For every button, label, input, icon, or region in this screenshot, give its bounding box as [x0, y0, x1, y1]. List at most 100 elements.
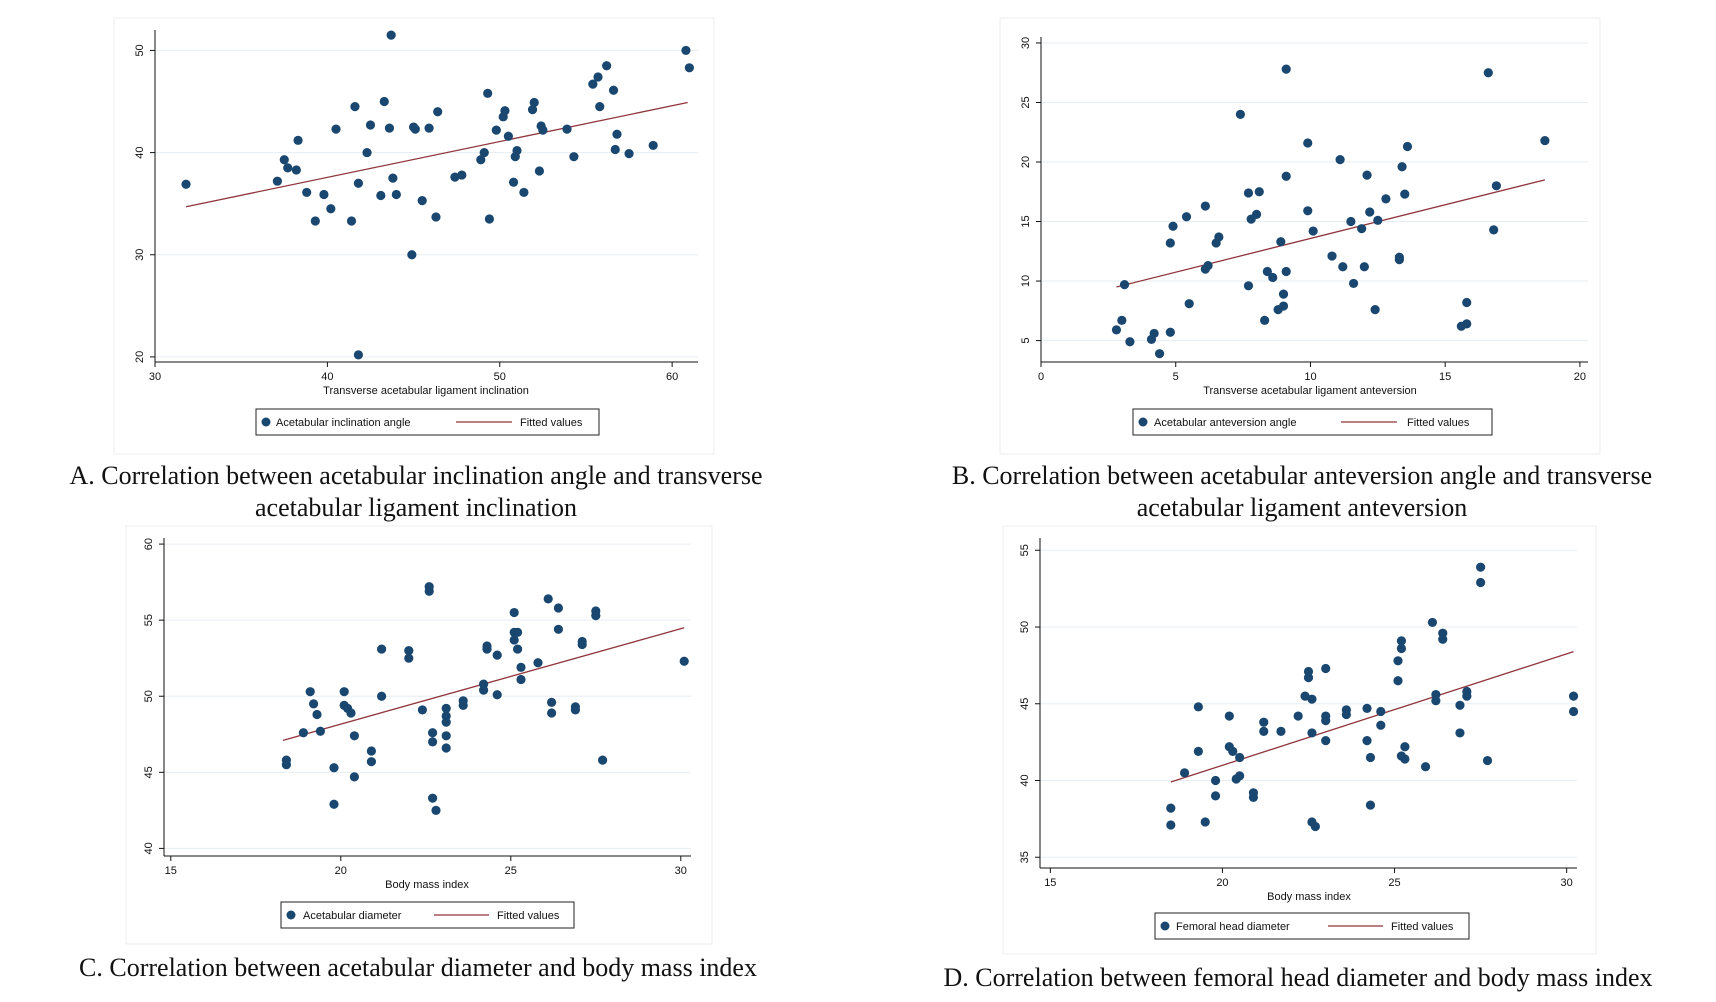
chart-a-data-point: [283, 163, 293, 173]
chart-a-data-point: [608, 85, 619, 95]
chart-c-legend-box: [280, 901, 575, 929]
chart-a-data-point: [588, 79, 598, 89]
chart-b-data-point: [1281, 171, 1291, 181]
chart-b-data-point: [1362, 170, 1372, 180]
chart-d-data-point: [1321, 663, 1331, 674]
chart-d-y-tick-label: 55: [1019, 544, 1031, 556]
chart-a-data-point: [353, 178, 364, 188]
chart-c-acetabular-diameter: 15 20 25 30 40 45 50 55 60 Body mass index Acet…: [125, 525, 713, 945]
chart-b-data-point: [1303, 138, 1313, 148]
chart-d-legend-marker-points: [1160, 921, 1170, 931]
chart-c-legend-label-fit: Fitted values: [497, 910, 560, 922]
chart-d-data-point: [1310, 821, 1320, 832]
chart-b-data-point: [1397, 162, 1407, 172]
chart-b-legend-label-points: Acetabular anteversion angle: [1154, 417, 1296, 429]
chart-c-background: [125, 525, 713, 945]
chart-d-x-tick-label: 20: [1216, 877, 1228, 889]
chart-c-data-point: [482, 644, 492, 654]
chart-a-x-tick-label: 30: [149, 371, 161, 383]
chart-b-data-point: [1254, 187, 1264, 197]
chart-c-data-point: [441, 743, 451, 753]
chart-c-x-tick-label: 30: [675, 865, 687, 877]
chart-d-data-point: [1376, 706, 1386, 717]
chart-c-legend-marker-points: [286, 910, 296, 920]
chart-b-x-ticks: 0 5 10 15 20: [1038, 362, 1586, 383]
chart-b-data-point: [1394, 252, 1404, 262]
chart-a-data-point: [291, 165, 301, 175]
chart-d-data-point: [1210, 775, 1221, 786]
chart-c-data-point: [516, 662, 526, 672]
chart-b-x-axis-title: Transverse acetabular ligament anteversi…: [1203, 385, 1417, 397]
chart-d-data-point: [1276, 726, 1286, 736]
chart-c-x-axis-title: Body mass index: [385, 879, 469, 891]
chart-a-data-point: [384, 123, 395, 133]
chart-b-fit-layer: [1116, 179, 1546, 288]
chart-a-data-point: [417, 195, 427, 206]
chart-c-data-point: [428, 737, 438, 747]
chart-d-data-point: [1166, 803, 1176, 813]
chart-c-data-point: [441, 703, 451, 714]
chart-b-data-point: [1540, 135, 1550, 146]
chart-d-data-point: [1427, 617, 1438, 628]
chart-c-data-point: [547, 708, 557, 718]
chart-b-data-point: [1251, 209, 1262, 219]
chart-b-data-point: [1381, 194, 1391, 204]
chart-c-data-point: [547, 697, 557, 707]
chart-a-legend-label-fit: Fitted values: [520, 417, 583, 429]
chart-c-data-point: [366, 746, 376, 756]
chart-c-y-tick-label: 45: [143, 766, 155, 778]
chart-a-data-point: [353, 350, 364, 360]
chart-c-data-point: [441, 717, 451, 727]
chart-b-x-tick-label: 10: [1304, 371, 1316, 383]
chart-a-data-point: [293, 135, 303, 145]
chart-c-data-point: [377, 691, 387, 701]
chart-c-data-point: [513, 644, 523, 654]
chart-c-data-point: [679, 656, 689, 666]
chart-a-data-point: [410, 124, 420, 134]
chart-b-fitted-line: [1116, 179, 1546, 288]
chart-b-data-point: [1308, 226, 1318, 236]
chart-d-data-point: [1293, 711, 1303, 721]
chart-c-data-point: [281, 760, 291, 770]
chart-d-data-point: [1393, 676, 1403, 686]
chart-b-data-point: [1200, 201, 1210, 211]
chart-a-x-tick-label: 40: [321, 371, 333, 383]
chart-c-data-point: [492, 650, 502, 660]
chart-c-data-point: [431, 805, 441, 815]
chart-b-data-point: [1125, 337, 1135, 347]
chart-d-data-point: [1431, 696, 1441, 706]
chart-d-x-axis-title: Body mass index: [1267, 891, 1351, 903]
chart-c-x-tick-label: 20: [335, 865, 347, 877]
chart-d-data-point: [1224, 711, 1234, 721]
chart-a-data-point: [500, 106, 510, 116]
chart-b-data-point: [1483, 68, 1493, 78]
chart-d-data-point: [1462, 691, 1472, 701]
chart-b-y-ticks: 5 10 15 20 25 30: [1020, 37, 1041, 344]
chart-d-points-layer: [1166, 562, 1579, 832]
chart-a-data-point: [457, 170, 467, 180]
chart-d-data-point: [1235, 771, 1245, 781]
chart-b-data-point: [1462, 319, 1472, 329]
chart-c-data-point: [404, 645, 414, 656]
chart-d-data-point: [1476, 562, 1486, 572]
chart-a-data-point: [681, 45, 691, 56]
chart-d-data-point: [1341, 709, 1351, 720]
chart-c-data-point: [346, 708, 356, 718]
chart-d-data-point: [1166, 820, 1176, 830]
chart-d-data-point: [1228, 746, 1238, 756]
chart-a-data-point: [538, 125, 548, 135]
chart-a-data-point: [310, 216, 320, 226]
chart-b-data-point: [1359, 262, 1369, 272]
chart-d-y-tick-label: 35: [1019, 851, 1031, 863]
chart-a-data-point: [491, 125, 501, 135]
chart-b-caption-line-1: B. Correlation between acetabular anteve…: [952, 461, 1652, 490]
chart-c-data-point: [404, 653, 414, 663]
chart-d-data-point: [1210, 791, 1221, 801]
chart-c-data-point: [479, 685, 489, 695]
chart-b-data-point: [1400, 189, 1410, 199]
chart-b-data-point: [1462, 297, 1472, 308]
chart-c-x-ticks: 15 20 25 30: [165, 856, 687, 877]
chart-a-x-ticks: 30 40 50 60: [149, 362, 678, 383]
